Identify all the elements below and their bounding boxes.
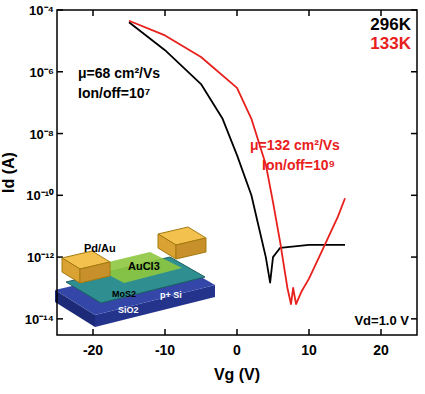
electrode-side [176, 238, 206, 259]
y-tick [57, 318, 63, 320]
y-tick [411, 256, 417, 258]
chart: -20 -10 0 10 20 10⁻⁴ 10⁻⁶ 10⁻⁸ 10⁻¹⁰ 10⁻¹² 10⁻¹⁴ Vg… [0, 0, 425, 394]
y-tick [411, 195, 417, 197]
x-tick [236, 329, 238, 335]
series-line [129, 21, 345, 304]
y-tick-label: 10⁻¹⁴ [25, 312, 54, 327]
x-tick [164, 10, 166, 16]
y-tick-label: 10⁻¹⁰ [26, 188, 54, 203]
y-tick [411, 318, 417, 320]
y-tick [57, 133, 63, 135]
y-tick [57, 71, 63, 73]
inset-label: AuCl3 [128, 260, 160, 272]
annotation: Vd=1.0 V [354, 313, 409, 328]
series-annotation: μ=132 cm²/Vs [250, 137, 340, 153]
inset-label: p+ Si [160, 290, 182, 300]
y-tick-label: 10⁻¹² [27, 250, 55, 265]
plot-area [129, 21, 345, 304]
series-annotation: Ion/off=10⁹ [262, 157, 335, 173]
x-tick [92, 329, 94, 335]
x-tick [236, 10, 238, 16]
plot-frame [57, 10, 417, 335]
inset-label: Pd/Au [84, 242, 116, 254]
x-tick-label: -10 [155, 342, 175, 358]
x-axis-title: Vg (V) [214, 366, 260, 383]
x-tick-label: -20 [83, 342, 103, 358]
series-annotation: μ=68 cm²/Vs [78, 65, 160, 81]
y-tick [411, 133, 417, 135]
series-line [129, 22, 345, 282]
x-tick [164, 329, 166, 335]
y-tick-label: 10⁻⁸ [29, 127, 54, 142]
y-tick-label: 10⁻⁴ [29, 3, 54, 18]
x-tick [308, 329, 310, 335]
electrode-front [62, 258, 80, 283]
series-annotation: Ion/off=10⁷ [78, 85, 151, 101]
x-tick [92, 10, 94, 16]
x-tick-label: 0 [233, 342, 241, 358]
x-tick-label: 10 [301, 342, 317, 358]
inset-label: MoS2 [112, 289, 136, 299]
y-tick-label: 10⁻⁶ [30, 65, 54, 80]
y-tick [411, 71, 417, 73]
x-tick-label: 20 [373, 342, 389, 358]
legend-entry: 296K [370, 15, 411, 34]
x-tick [380, 329, 382, 335]
electrode-side [80, 262, 110, 283]
legend-entry: 133K [370, 34, 411, 53]
electrode-front [158, 234, 176, 259]
y-axis-title: Id (A) [0, 152, 17, 193]
x-tick [308, 10, 310, 16]
inset-device [55, 227, 215, 327]
inset-label: SiO2 [118, 305, 139, 315]
y-tick [57, 195, 63, 197]
